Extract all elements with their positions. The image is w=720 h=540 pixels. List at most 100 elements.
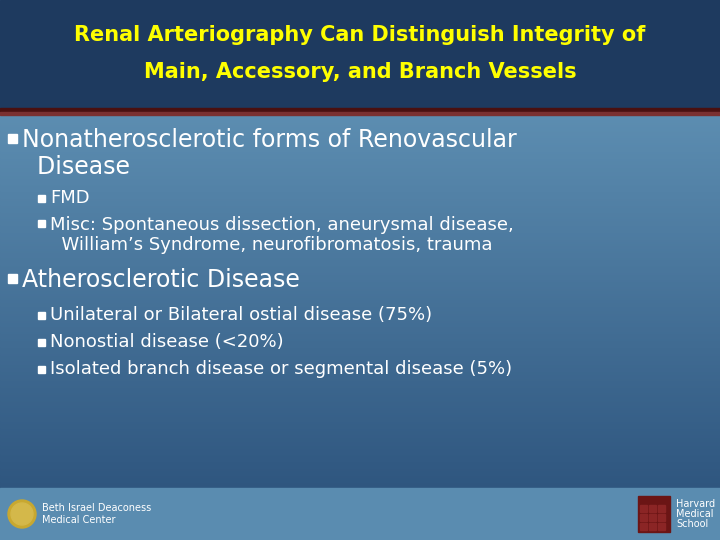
- Bar: [0, 116, 720, 119]
- Bar: [0, 68, 720, 70]
- Bar: [0, 184, 720, 187]
- Bar: [0, 411, 720, 414]
- Bar: [0, 1, 720, 4]
- Bar: [0, 213, 720, 216]
- Bar: [0, 298, 720, 301]
- Bar: [0, 112, 720, 115]
- Bar: [0, 264, 720, 266]
- Bar: [0, 408, 720, 410]
- Bar: [0, 3, 720, 5]
- Bar: [0, 451, 720, 454]
- Bar: [0, 303, 720, 306]
- Bar: [0, 26, 720, 29]
- Bar: [0, 219, 720, 221]
- Bar: [0, 224, 720, 227]
- Bar: [0, 389, 720, 393]
- Bar: [0, 22, 720, 25]
- Bar: [0, 112, 720, 115]
- Bar: [0, 55, 720, 58]
- Bar: [0, 359, 720, 362]
- Bar: [0, 226, 720, 228]
- Bar: [0, 512, 720, 515]
- Bar: [0, 57, 720, 59]
- Bar: [0, 372, 720, 374]
- Bar: [0, 431, 720, 434]
- Bar: [0, 388, 720, 390]
- Bar: [0, 107, 720, 110]
- Bar: [0, 392, 720, 394]
- Bar: [0, 166, 720, 169]
- Bar: [0, 37, 720, 39]
- Bar: [0, 314, 720, 317]
- Bar: [0, 301, 720, 304]
- Bar: [0, 73, 720, 76]
- Circle shape: [11, 503, 33, 525]
- Bar: [0, 393, 720, 396]
- Text: Nonostial disease (<20%): Nonostial disease (<20%): [50, 333, 284, 351]
- Bar: [0, 456, 720, 459]
- Bar: [0, 494, 720, 497]
- Bar: [0, 375, 720, 378]
- Bar: [0, 307, 720, 309]
- Bar: [0, 429, 720, 432]
- Bar: [0, 53, 720, 56]
- Bar: [0, 492, 720, 495]
- Bar: [649, 523, 656, 530]
- Bar: [0, 60, 720, 63]
- Bar: [0, 534, 720, 536]
- Bar: [0, 413, 720, 416]
- Bar: [0, 233, 720, 236]
- Bar: [0, 424, 720, 427]
- Bar: [0, 33, 720, 36]
- Bar: [0, 483, 720, 486]
- Bar: [0, 98, 720, 101]
- Bar: [0, 291, 720, 293]
- Bar: [0, 487, 720, 490]
- Bar: [0, 150, 720, 153]
- Bar: [0, 197, 720, 200]
- Bar: [0, 138, 720, 140]
- Bar: [0, 109, 720, 112]
- Bar: [0, 11, 720, 15]
- Bar: [0, 202, 720, 205]
- Bar: [0, 280, 720, 282]
- Bar: [0, 490, 720, 493]
- Bar: [0, 210, 720, 212]
- Bar: [0, 231, 720, 234]
- Bar: [0, 17, 720, 20]
- Bar: [0, 122, 720, 124]
- Bar: [0, 341, 720, 344]
- Bar: [0, 368, 720, 371]
- Bar: [0, 227, 720, 231]
- Bar: [0, 476, 720, 479]
- Bar: [0, 179, 720, 182]
- Bar: [0, 438, 720, 441]
- Bar: [0, 111, 720, 113]
- Bar: [0, 386, 720, 389]
- Bar: [0, 426, 720, 428]
- Bar: [0, 170, 720, 173]
- Bar: [0, 416, 720, 420]
- Circle shape: [8, 500, 36, 528]
- Bar: [0, 267, 720, 270]
- Bar: [0, 65, 720, 69]
- Bar: [0, 168, 720, 171]
- Bar: [0, 24, 720, 27]
- Text: Harvard: Harvard: [676, 499, 715, 509]
- Bar: [0, 28, 720, 31]
- Bar: [0, 325, 720, 328]
- Text: Beth Israel Deaconess: Beth Israel Deaconess: [42, 503, 151, 513]
- Bar: [0, 15, 720, 18]
- Bar: [0, 118, 720, 120]
- Bar: [0, 319, 720, 322]
- Bar: [0, 6, 720, 9]
- Bar: [0, 100, 720, 103]
- Bar: [0, 145, 720, 147]
- Bar: [0, 64, 720, 66]
- Bar: [0, 222, 720, 225]
- Bar: [0, 489, 720, 491]
- Bar: [0, 244, 720, 247]
- Bar: [0, 381, 720, 383]
- Bar: [0, 48, 720, 50]
- Text: Medical: Medical: [676, 509, 714, 519]
